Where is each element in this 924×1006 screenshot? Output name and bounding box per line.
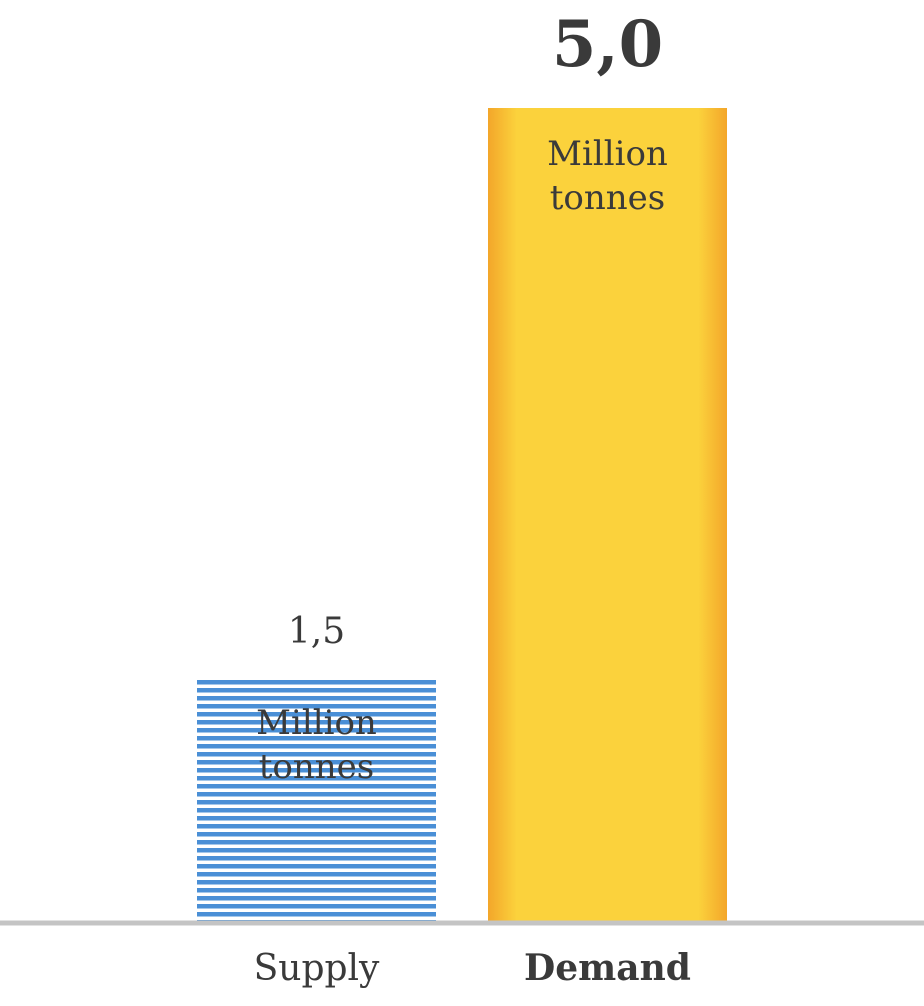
category-label: Supply [254, 948, 380, 989]
bar [197, 677, 436, 921]
value-label: 1,5 [288, 611, 345, 652]
unit-label: Million tonnes [547, 134, 668, 218]
unit-label: Million tonnes [256, 703, 377, 788]
category-label: Demand [524, 947, 691, 989]
value-label: 5,0 [552, 7, 663, 82]
bar [488, 108, 727, 921]
